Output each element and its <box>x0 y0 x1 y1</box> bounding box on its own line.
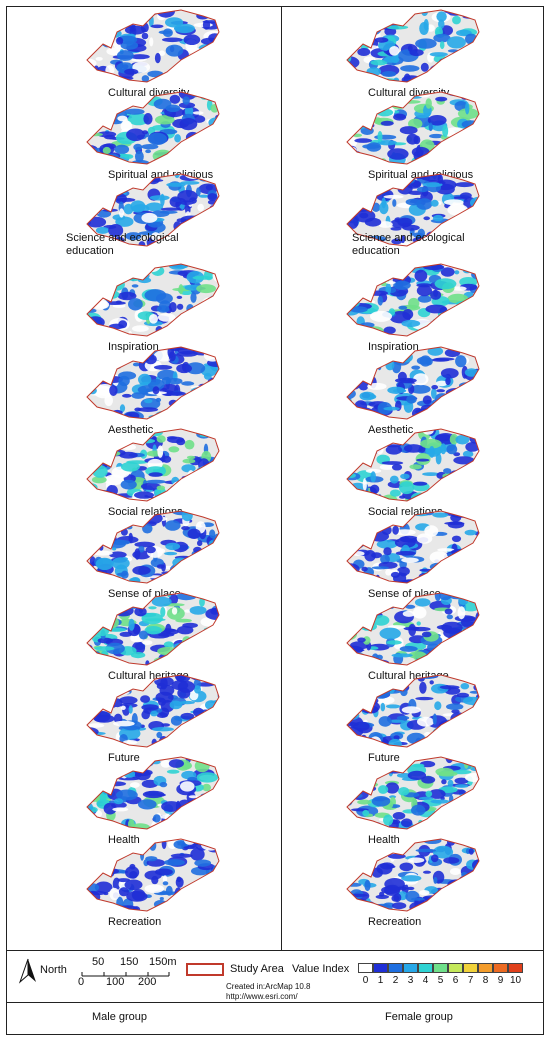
heatmap-map <box>346 428 480 502</box>
panel-label: Health <box>368 834 400 846</box>
heatmap-map <box>346 756 480 830</box>
panel-label: Science and ecological education <box>352 232 465 257</box>
heatmap-map <box>346 173 480 247</box>
figure-frame <box>6 6 544 1035</box>
heatmap-map <box>86 9 220 83</box>
legend-divider <box>6 950 544 951</box>
panel-label: Health <box>108 834 140 846</box>
value-tick: 1 <box>377 975 384 986</box>
value-swatch <box>388 963 403 973</box>
heatmap-map <box>346 592 480 666</box>
panel-label: Future <box>368 752 400 764</box>
url-text: http://www.esri.com/ <box>226 992 298 1001</box>
value-tick: 2 <box>392 975 399 986</box>
value-tick: 5 <box>437 975 444 986</box>
heatmap-map <box>346 510 480 584</box>
scale-bar <box>81 972 170 977</box>
value-swatch <box>418 963 433 973</box>
panel-label: Aesthetic <box>108 424 154 436</box>
value-swatch <box>478 963 493 973</box>
heatmap-map <box>86 756 220 830</box>
value-tick: 6 <box>452 975 459 986</box>
heatmap-map <box>86 838 220 912</box>
value-swatch <box>463 963 478 973</box>
panel-label: Inspiration <box>368 341 419 353</box>
male-group-label: Male group <box>92 1011 148 1023</box>
heatmap-map <box>346 9 480 83</box>
value-swatch <box>403 963 418 973</box>
heatmap-map <box>86 510 220 584</box>
heatmap-map <box>86 592 220 666</box>
value-tick: 7 <box>467 975 474 986</box>
panel-label: Science and ecological education <box>66 232 179 257</box>
value-tick: 9 <box>497 975 504 986</box>
panel-label: Recreation <box>108 916 162 928</box>
heatmap-map <box>86 263 220 337</box>
created-text: Created in:ArcMap 10.8 <box>226 982 311 991</box>
value-swatch <box>508 963 523 973</box>
scale-bottom-3: 200 <box>138 976 157 988</box>
scale-top-2: 150 <box>120 956 139 968</box>
heatmap-map <box>346 346 480 420</box>
scale-top-1: 50 <box>92 956 105 968</box>
value-swatch <box>358 963 373 973</box>
north-label: North <box>40 964 67 976</box>
heatmap-map <box>346 91 480 165</box>
north-arrow-icon <box>18 958 36 984</box>
group-divider <box>6 1002 544 1003</box>
heatmap-map <box>346 263 480 337</box>
value-swatch <box>493 963 508 973</box>
value-index-label: Value Index <box>292 963 350 975</box>
heatmap-map <box>86 91 220 165</box>
heatmap-map <box>86 428 220 502</box>
study-area-label: Study Area <box>230 963 284 975</box>
study-area-symbol <box>186 963 224 976</box>
panel-label: Recreation <box>368 916 422 928</box>
value-tick: 3 <box>407 975 414 986</box>
scale-bottom-2: 100 <box>106 976 125 988</box>
scale-bottom-1: 0 <box>78 976 85 988</box>
value-tick: 4 <box>422 975 429 986</box>
value-tick: 10 <box>509 975 522 986</box>
panel-label: Future <box>108 752 140 764</box>
heatmap-map <box>346 674 480 748</box>
heatmap-map <box>86 674 220 748</box>
heatmap-map <box>346 838 480 912</box>
value-swatch <box>433 963 448 973</box>
scale-top-3: 150m <box>149 956 177 968</box>
heatmap-map <box>86 173 220 247</box>
column-divider <box>281 6 282 950</box>
value-tick: 0 <box>362 975 369 986</box>
value-swatch <box>373 963 388 973</box>
legend: North 50 150 150m 0 100 200 Study Area V… <box>6 955 544 1001</box>
value-tick: 8 <box>482 975 489 986</box>
female-group-label: Female group <box>385 1011 453 1023</box>
value-swatch <box>448 963 463 973</box>
heatmap-map <box>86 346 220 420</box>
panel-label: Aesthetic <box>368 424 414 436</box>
panel-label: Inspiration <box>108 341 159 353</box>
